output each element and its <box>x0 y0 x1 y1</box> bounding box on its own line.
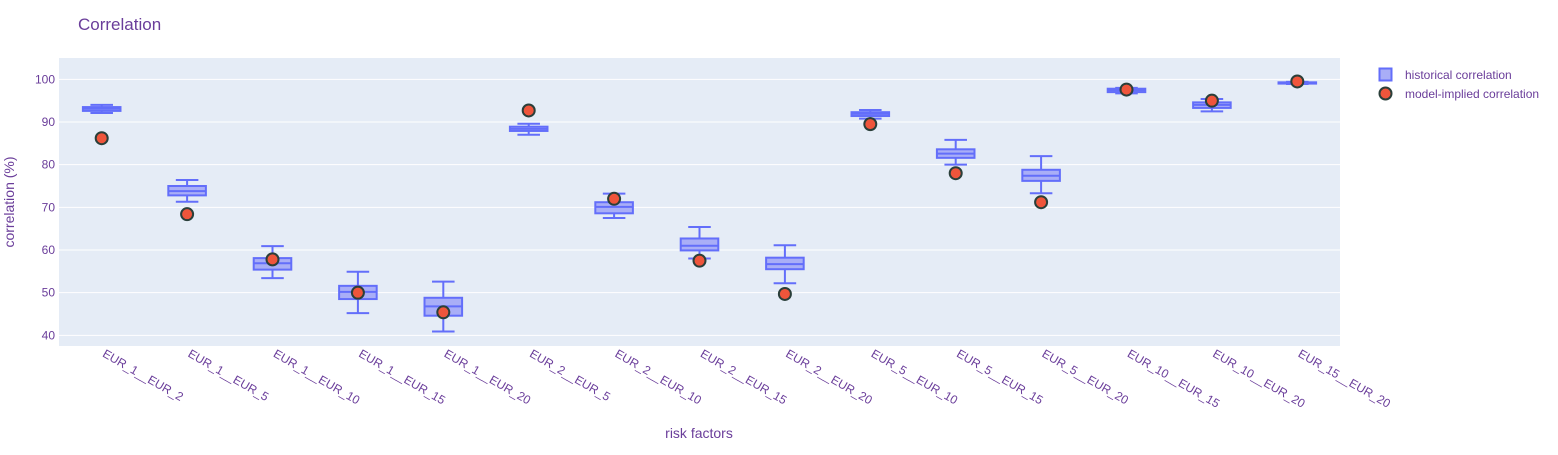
y-tick-label: 50 <box>42 286 56 300</box>
plot-area <box>59 58 1340 346</box>
model-implied-point[interactable] <box>692 253 707 268</box>
box-plot[interactable] <box>167 179 207 203</box>
x-tick-label: EUR_1__EUR_2 <box>100 346 186 404</box>
model-implied-point[interactable] <box>1204 93 1219 108</box>
x-tick-label: EUR_2__EUR_15 <box>698 346 790 407</box>
x-tick-label: EUR_5__EUR_10 <box>869 346 961 407</box>
x-tick-label: EUR_10__EUR_20 <box>1210 346 1307 410</box>
x-tick-label: EUR_10__EUR_15 <box>1125 346 1222 410</box>
chart-title: Correlation <box>78 15 161 34</box>
x-tick-label: EUR_2__EUR_5 <box>527 346 613 404</box>
model-implied-point[interactable] <box>436 305 451 320</box>
box-plot[interactable] <box>765 244 805 285</box>
model-implied-point[interactable] <box>948 166 963 181</box>
model-implied-point[interactable] <box>350 285 365 300</box>
x-tick-label: EUR_1__EUR_5 <box>186 346 272 404</box>
marker-series <box>94 74 1305 320</box>
box-plot[interactable] <box>935 138 976 166</box>
box-plot[interactable] <box>81 103 122 115</box>
model-implied-point[interactable] <box>265 252 280 267</box>
y-axis-ticks: 40 50 60 70 80 90 100 <box>35 72 55 342</box>
legend-label-model-implied: model-implied correlation <box>1405 87 1539 101</box>
model-implied-point[interactable] <box>863 117 878 132</box>
model-implied-point[interactable] <box>1034 195 1049 210</box>
model-implied-point[interactable] <box>777 286 792 301</box>
x-axis-label: risk factors <box>665 425 733 441</box>
box-iqr <box>679 237 720 252</box>
x-axis-ticks: EUR_1__EUR_2 EUR_1__EUR_5 EUR_1__EUR_10EUR… <box>100 346 1393 410</box>
box-plot[interactable] <box>508 122 549 136</box>
x-tick-label: EUR_1__EUR_20 <box>442 346 534 407</box>
legend-marker-swatch <box>1378 86 1393 101</box>
model-implied-point[interactable] <box>180 207 195 222</box>
y-tick-label: 80 <box>42 158 56 172</box>
y-tick-label: 100 <box>35 72 55 86</box>
y-tick-label: 60 <box>42 243 56 257</box>
legend-item-model-implied[interactable]: model-implied correlation <box>1378 86 1540 101</box>
x-tick-label: EUR_2__EUR_10 <box>613 346 705 407</box>
x-tick-label: EUR_5__EUR_20 <box>1040 346 1132 407</box>
legend: historical correlation model-implied cor… <box>1378 67 1540 101</box>
x-tick-label: EUR_1__EUR_15 <box>356 346 448 407</box>
model-implied-point[interactable] <box>1290 74 1305 89</box>
y-tick-label: 90 <box>42 115 56 129</box>
legend-item-historical[interactable]: historical correlation <box>1378 67 1512 82</box>
model-implied-point[interactable] <box>607 191 622 206</box>
y-axis-label: correlation (%) <box>1 156 17 247</box>
x-tick-label: EUR_15__EUR_20 <box>1296 346 1393 410</box>
model-implied-point[interactable] <box>94 131 109 146</box>
x-tick-label: EUR_2__EUR_20 <box>783 346 875 407</box>
legend-label-historical: historical correlation <box>1405 68 1512 82</box>
x-tick-label: EUR_5__EUR_15 <box>954 346 1046 407</box>
x-tick-label: EUR_1__EUR_10 <box>271 346 363 407</box>
model-implied-point[interactable] <box>1119 82 1134 97</box>
box-plot[interactable] <box>1021 155 1061 195</box>
y-tick-label: 70 <box>42 200 56 214</box>
legend-box-swatch <box>1378 67 1393 82</box>
y-tick-label: 40 <box>42 328 56 342</box>
model-implied-point[interactable] <box>521 103 536 118</box>
